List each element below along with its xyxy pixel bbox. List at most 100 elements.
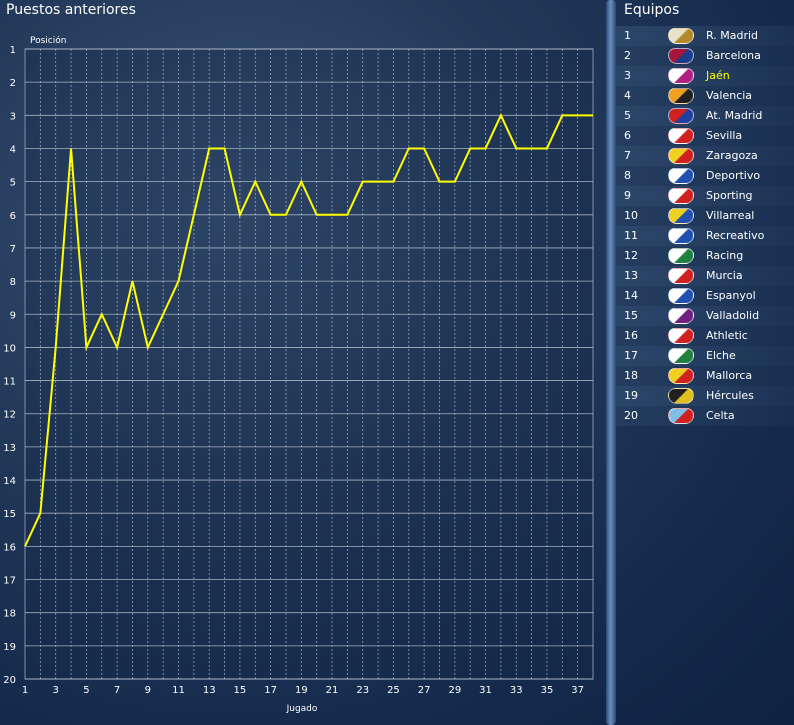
team-position: 15 — [624, 309, 638, 322]
team-row[interactable]: 12 Racing — [616, 246, 794, 266]
team-position: 8 — [624, 169, 631, 182]
team-row[interactable]: 18 Mallorca — [616, 366, 794, 386]
team-position: 7 — [624, 149, 631, 162]
team-row[interactable]: 15 Valladolid — [616, 306, 794, 326]
team-list: 1 R. Madrid 2 Barcelona 3 Jaén 4 Valencia 5 At. M… — [616, 26, 794, 426]
team-crest-icon — [668, 168, 694, 184]
team-row[interactable]: 20 Celta — [616, 406, 794, 426]
team-row[interactable]: 10 Villarreal — [616, 206, 794, 226]
team-crest-icon — [668, 408, 694, 424]
team-position: 5 — [624, 109, 631, 122]
team-position: 1 — [624, 29, 631, 42]
y-tick-label: 5 — [10, 178, 16, 189]
team-name: Jaén — [706, 69, 730, 82]
y-tick-label: 2 — [10, 78, 16, 89]
y-tick-label: 12 — [3, 410, 16, 421]
y-tick-label: 13 — [3, 443, 16, 454]
team-crest-icon — [668, 348, 694, 364]
teams-title: Equipos — [624, 2, 680, 18]
team-name: Valencia — [706, 89, 753, 102]
x-tick-label: 33 — [510, 685, 523, 696]
team-position: 16 — [624, 329, 638, 342]
position-series-line — [24, 112, 593, 547]
team-row[interactable]: 13 Murcia — [616, 266, 794, 286]
y-tick-label: 14 — [3, 476, 16, 487]
team-crest-icon — [668, 268, 694, 284]
team-name: Elche — [706, 349, 736, 362]
team-name: Racing — [706, 249, 744, 262]
team-row[interactable]: 9 Sporting — [616, 186, 794, 206]
team-name: Zaragoza — [706, 149, 758, 162]
y-tick-label: 1 — [10, 45, 16, 56]
team-name: Espanyol — [706, 289, 756, 302]
x-tick-label: 17 — [264, 685, 277, 696]
team-crest-icon — [668, 68, 694, 84]
team-crest-icon — [668, 368, 694, 384]
x-tick-label: 13 — [203, 685, 216, 696]
team-row[interactable]: 16 Athletic — [616, 326, 794, 346]
team-crest-icon — [668, 248, 694, 264]
team-name: R. Madrid — [706, 29, 759, 42]
team-crest-icon — [668, 128, 694, 144]
y-tick-label: 15 — [3, 509, 16, 520]
team-name: Hércules — [706, 389, 754, 402]
y-tick-label: 6 — [10, 211, 16, 222]
team-name: Sporting — [706, 189, 753, 202]
team-crest-icon — [668, 308, 694, 324]
plot-area — [24, 48, 594, 680]
x-tick-label: 21 — [326, 685, 339, 696]
team-position: 11 — [624, 229, 638, 242]
team-position: 4 — [624, 89, 631, 102]
y-axis-label: Posición — [30, 35, 66, 46]
team-row[interactable]: 19 Hércules — [616, 386, 794, 406]
team-crest-icon — [668, 148, 694, 164]
team-row[interactable]: 7 Zaragoza — [616, 146, 794, 166]
team-row[interactable]: 11 Recreativo — [616, 226, 794, 246]
y-tick-label: 17 — [3, 576, 16, 587]
x-tick-label: 29 — [448, 685, 461, 696]
x-tick-label: 25 — [387, 685, 400, 696]
team-name: Murcia — [706, 269, 743, 282]
y-tick-label: 11 — [3, 377, 16, 388]
y-tick-label: 4 — [10, 144, 16, 155]
y-tick-label: 3 — [10, 111, 16, 122]
team-row[interactable]: 5 At. Madrid — [616, 106, 794, 126]
team-row[interactable]: 2 Barcelona — [616, 46, 794, 66]
x-tick-label: 5 — [83, 685, 89, 696]
y-tick-label: 20 — [3, 675, 16, 686]
y-tick-label: 9 — [10, 310, 16, 321]
team-crest-icon — [668, 48, 694, 64]
team-name: Sevilla — [706, 129, 743, 142]
team-position: 3 — [624, 69, 631, 82]
team-position: 2 — [624, 49, 631, 62]
team-row[interactable]: 17 Elche — [616, 346, 794, 366]
team-crest-icon — [668, 208, 694, 224]
x-tick-label: 31 — [479, 685, 492, 696]
team-row[interactable]: 1 R. Madrid — [616, 26, 794, 46]
team-position: 6 — [624, 129, 631, 142]
team-row[interactable]: 8 Deportivo — [616, 166, 794, 186]
team-name: At. Madrid — [706, 109, 763, 122]
team-position: 9 — [624, 189, 631, 202]
y-tick-label: 18 — [3, 609, 16, 620]
y-tick-label: 19 — [3, 642, 16, 653]
team-position: 20 — [624, 409, 638, 422]
panel-splitter[interactable] — [606, 0, 616, 725]
team-position: 19 — [624, 389, 638, 402]
team-row[interactable]: 4 Valencia — [616, 86, 794, 106]
team-name: Mallorca — [706, 369, 753, 382]
x-tick-label: 35 — [541, 685, 554, 696]
team-row[interactable]: 3 Jaén — [616, 66, 794, 86]
team-row[interactable]: 6 Sevilla — [616, 126, 794, 146]
x-tick-label: 3 — [53, 685, 59, 696]
team-position: 17 — [624, 349, 638, 362]
x-tick-label: 1 — [22, 685, 28, 696]
previous-positions-panel: Puestos anteriores 1 2 3 4 5 6 7 8 9 10 11 12 13 14 15… — [3, 35, 594, 696]
team-name: Deportivo — [706, 169, 761, 182]
x-tick-label: 19 — [295, 685, 308, 696]
team-crest-icon — [668, 108, 694, 124]
x-tick-label: 15 — [234, 685, 247, 696]
team-name: Barcelona — [706, 49, 761, 62]
team-row[interactable]: 14 Espanyol — [616, 286, 794, 306]
